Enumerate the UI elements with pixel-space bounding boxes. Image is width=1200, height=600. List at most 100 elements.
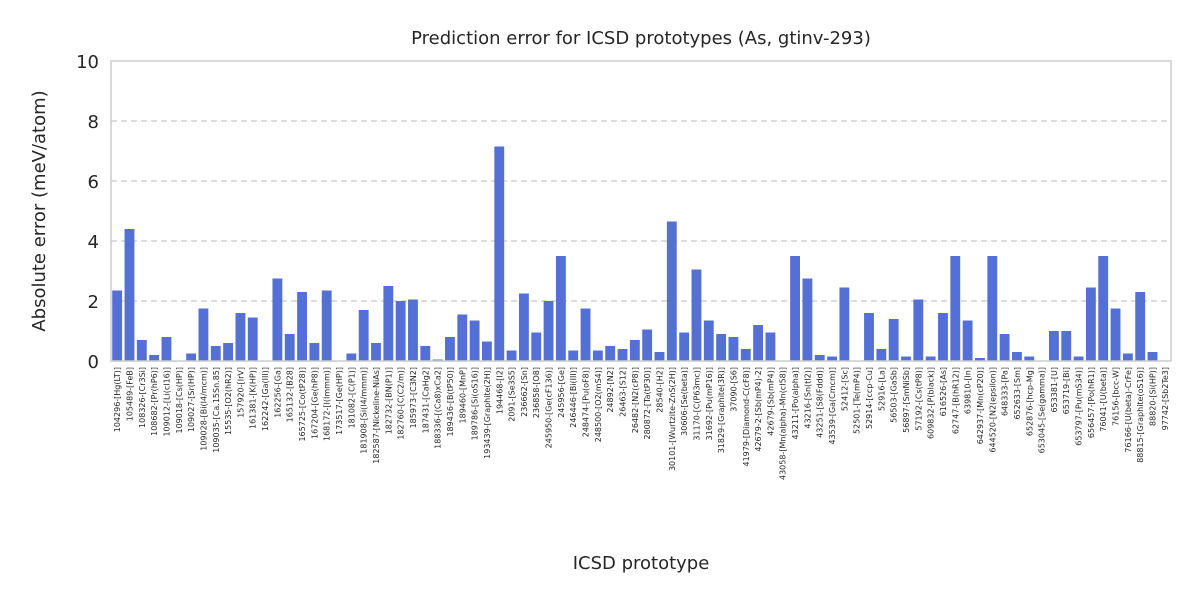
x-tick-label-22: 182732-[BN(P1)] <box>384 367 393 434</box>
bar-65 <box>913 299 924 361</box>
y-tick-labels: 0 2 4 6 8 10 <box>76 52 99 373</box>
x-tick-label-55: 43211-[Po(alpha)] <box>791 367 800 439</box>
bar-23 <box>395 301 406 361</box>
x-tick-label-15: 165725-[Co(tP28)] <box>298 367 307 442</box>
bar-43 <box>642 329 653 361</box>
x-tick-label-18: 173517-[Ge(HP)] <box>335 367 344 435</box>
x-tick-label-31: 194468-[I2] <box>495 367 504 414</box>
x-tick-label-20: 181908-[Si(I4/mmm)] <box>360 367 369 454</box>
x-tick-label-52: 42679-2-[Sb(mP4)-2] <box>754 367 763 452</box>
bar-37 <box>568 350 579 361</box>
bar-31 <box>494 146 505 361</box>
x-tick-label-28: 189460-[MnP] <box>458 367 467 423</box>
bar-22 <box>383 286 394 361</box>
x-tick-label-67: 616526-[As] <box>939 367 948 416</box>
bar-49 <box>716 334 727 361</box>
x-tick-label-5: 109018-[Cs(HP)] <box>175 367 184 434</box>
bar-56 <box>802 278 813 361</box>
y-tick-label-1: 2 <box>88 292 99 313</box>
bar-17 <box>321 290 332 361</box>
bar-68 <box>950 256 961 361</box>
x-tick-label-51: 41979-[Diamond-C(cF8)] <box>742 367 751 467</box>
x-tick-label-56: 43216-[Sn(tI2)] <box>803 367 812 429</box>
bar-47 <box>691 269 702 361</box>
bar-27 <box>445 337 455 361</box>
bar-53 <box>765 332 776 361</box>
x-tick-label-9: 15535-[O2(hR2)] <box>224 367 233 435</box>
bar-66 <box>925 356 936 361</box>
x-tick-label-41: 26463-[S12] <box>619 367 628 417</box>
x-tick-label-48: 31692-[Pu(mP16)] <box>705 367 714 440</box>
x-tick-label-23: 182760-[C(C2/m)] <box>397 367 406 440</box>
bar-48 <box>703 320 714 361</box>
chart-title: Prediction error for ICSD prototypes (As… <box>411 28 871 49</box>
bar-13 <box>272 278 283 361</box>
bar-6 <box>186 353 197 361</box>
bar-29 <box>469 320 480 361</box>
bar-21 <box>371 343 381 361</box>
bar-11 <box>247 317 258 361</box>
bar-57 <box>814 355 825 361</box>
x-tick-label-60: 52501-[Te(mP4)] <box>853 367 862 434</box>
x-tick-label-14: 165132-[B28] <box>286 367 295 422</box>
bar-70 <box>975 358 985 361</box>
bar-64 <box>901 356 911 361</box>
bar-67 <box>938 313 948 361</box>
bar-77 <box>1061 331 1072 361</box>
bar-44 <box>654 352 665 361</box>
x-tick-label-69: 639810-[In] <box>964 367 973 414</box>
y-tick-label-5: 10 <box>76 52 99 73</box>
bar-28 <box>457 314 468 361</box>
x-tick-label-59: 52412-[Sc] <box>840 367 849 411</box>
bar-51 <box>740 349 751 361</box>
x-tick-label-57: 43251-[S8(Fddd)] <box>816 367 825 438</box>
y-axis-label: Absolute error (meV/atom) <box>29 90 50 331</box>
bar-50 <box>728 337 739 361</box>
x-tick-label-38: 248474-[Pu(oF8)] <box>582 367 591 437</box>
bar-52 <box>753 325 764 361</box>
x-tick-label-44: 28540-[H2] <box>655 367 664 413</box>
y-tick-label-3: 6 <box>88 172 99 193</box>
bar-83 <box>1135 292 1146 361</box>
bar-36 <box>555 256 566 361</box>
bar-82 <box>1122 353 1133 361</box>
bar-35 <box>543 301 554 361</box>
bar-34 <box>531 332 542 361</box>
bar-2 <box>136 340 147 361</box>
x-tick-label-43: 280872-[Ta(tP30)] <box>643 367 652 440</box>
x-tick-label-3: 108682-[Pr(hP6)] <box>150 367 159 436</box>
x-tick-label-81: 76156-[bcc-W] <box>1112 367 1121 426</box>
bar-38 <box>580 308 591 361</box>
bar-15 <box>297 292 307 361</box>
bar-62 <box>876 349 887 361</box>
bar-59 <box>839 287 850 361</box>
x-tick-label-4: 109012-[Li(cI16)] <box>162 367 171 437</box>
x-tick-label-10: 157920-[IrV] <box>236 367 245 418</box>
x-tick-label-65: 57192-[Cs(tP8)] <box>914 367 923 431</box>
bar-58 <box>827 356 837 361</box>
x-tick-label-79: 656457-[Po(hR1)] <box>1087 367 1096 438</box>
bar-33 <box>518 293 529 361</box>
x-tick-label-7: 109028-[Bi(I4/mcm)] <box>199 367 208 451</box>
x-tick-label-71: 644520-[N2(epsilon)] <box>988 367 997 453</box>
gridlines <box>111 120 1171 302</box>
x-tick-labels: 104296-[Hg(LT)] 105489-[FeB] 108326-[Cr3Si… <box>113 367 1170 480</box>
bar-63 <box>888 319 899 361</box>
x-tick-label-54: 43058-[Mn(alpha)-Mn(cI58)] <box>779 367 788 480</box>
bar-16 <box>309 343 320 361</box>
x-tick-label-37: 246446-[Bi(III)] <box>569 367 578 428</box>
bar-9 <box>223 343 234 361</box>
bar-41 <box>617 349 628 361</box>
x-tick-label-19: 181082-[C(P1)] <box>347 367 356 428</box>
x-tick-label-61: 52914-[ccp-Cu] <box>865 367 874 429</box>
x-tick-label-78: 653797-[Pu(mS34)] <box>1075 367 1084 446</box>
x-tick-label-83: 88815-[Graphite(oS16)] <box>1136 367 1145 463</box>
bar-80 <box>1098 256 1109 361</box>
x-tick-label-39: 248500-[O2(mS4)] <box>594 367 603 442</box>
x-tick-label-58: 43539-[Ga(Cmcm)] <box>828 367 837 445</box>
bar-45 <box>666 221 677 361</box>
x-tick-label-35: 245950-[Ge(cF136)] <box>545 367 554 448</box>
x-tick-label-1: 105489-[FeB] <box>125 367 134 421</box>
bar-7 <box>198 308 209 361</box>
